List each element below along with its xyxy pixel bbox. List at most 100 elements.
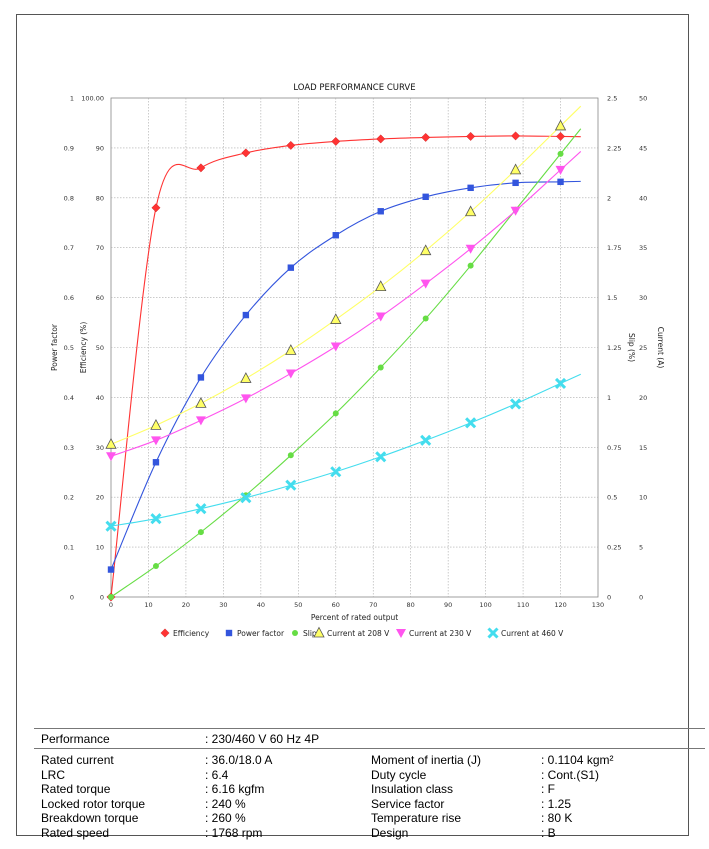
x-tick-label: 70 [369,601,377,609]
pf-tick-label: 0.4 [64,394,74,402]
spec-value: : 230/460 V 60 Hz 4P [205,732,320,746]
legend-marker [225,629,233,637]
series-current-at-208-v [105,105,582,449]
efficiency-tick-label: 20 [96,494,104,502]
series-line [110,373,581,527]
data-point [555,165,566,175]
efficiency-tick-label: 80 [96,194,104,202]
series-power-factor [107,178,581,573]
spec-row: Breakdown torque: 260 % Temperature rise:… [34,811,705,826]
legend-marker [292,630,298,636]
pf-tick-label: 0.5 [64,344,74,352]
spec-label: Rated torque [41,782,111,797]
current-tick-label: 45 [639,144,647,152]
efficiency-tick-label: 10 [96,544,104,552]
slip-tick-label: 0 [607,594,611,602]
data-point [554,377,567,389]
data-point [240,394,251,404]
pf-tick-label: 0.6 [64,294,74,302]
legend-marker [396,629,406,638]
legend-label: Power factor [237,629,285,638]
series-current-at-230-v [106,151,582,462]
data-point [422,315,429,322]
legend-marker [487,627,499,639]
data-point [330,313,342,324]
current-tick-label: 10 [639,494,647,502]
pf-tick-label: 0 [70,594,74,602]
data-point [196,163,206,173]
spec-value: : Cont.(S1) [541,767,600,782]
data-point [152,563,159,570]
series-slip [108,128,582,600]
spec-value: : 6.4 [205,767,229,782]
data-point [376,134,386,144]
pf-tick-label: 0.1 [64,544,74,552]
legend-label: Current at 208 V [327,629,390,638]
legend-label: Efficiency [173,629,210,638]
spec-label: Rated speed [41,826,110,840]
spec-label: Moment of inertia (J) [371,753,482,767]
x-axis-label: Percent of rated output [311,613,398,622]
data-point [105,437,117,449]
current-tick-label: 20 [639,394,647,402]
data-point [287,452,294,459]
data-point [421,132,431,142]
spec-value: : 240 % [205,796,246,811]
spec-label: Duty cycle [371,767,427,782]
slip-tick-label: 2 [607,194,611,202]
spec-value: : 1.25 [541,796,572,811]
data-point [240,492,252,504]
spec-row: Rated speed: 1768 rpm Design: B [34,826,705,841]
data-point [512,179,519,187]
slip-tick-label: 2.25 [607,144,621,152]
efficiency-tick-label: 30 [96,444,104,452]
x-tick-label: 10 [144,601,152,609]
legend-marker [313,626,325,638]
spec-value: : B [541,826,556,840]
legend-item: Current at 208 V [313,626,390,638]
data-point [509,163,522,175]
x-tick-label: 90 [444,601,452,609]
x-tick-label: 30 [219,601,227,609]
report-frame: LOAD PERFORMANCE CURVE 0 10 20 30 40 50 60 70 80 9… [16,14,705,840]
spec-value: : 80 K [541,811,573,826]
current-tick-label: 0 [639,594,643,602]
x-tick-label: 20 [182,601,190,609]
data-point [557,150,564,157]
data-point [465,417,477,429]
data-point [105,520,117,532]
spec-label: Breakdown torque [41,811,139,826]
data-point [195,503,207,515]
data-point [106,452,116,462]
series-efficiency [106,131,581,602]
data-point [150,513,162,525]
data-point [285,369,296,379]
pf-tick-label: 0.7 [64,244,74,252]
data-point [241,148,251,158]
spec-label: Locked rotor torque [41,796,146,811]
data-point [467,262,474,269]
x-tick-label: 0 [109,601,113,609]
current-axis-label: Current (A) [656,327,665,369]
slip-tick-label: 2.5 [607,95,617,103]
data-point [377,208,384,215]
current-tick-label: 15 [639,444,647,452]
data-point [557,178,564,186]
data-point [286,140,296,150]
data-point [467,184,474,192]
spec-label: Temperature rise [371,811,462,826]
data-point [285,344,297,355]
data-point [242,311,250,319]
spec-row-performance: Performance : 230/460 V 60 Hz 4P [34,732,705,747]
spec-table: Performance : 230/460 V 60 Hz 4P Rated c… [34,728,705,840]
efficiency-tick-label: 70 [96,244,104,252]
data-point [375,451,387,463]
spec-label: Insulation class [371,782,454,797]
efficiency-tick-label: 40 [96,394,104,402]
efficiency-tick-label: 60 [96,294,104,302]
data-point [197,374,205,381]
spec-label: Rated current [41,753,114,767]
spec-row: Rated torque: 6.16 kgfm Insulation class:… [34,782,705,797]
data-point [330,466,342,478]
